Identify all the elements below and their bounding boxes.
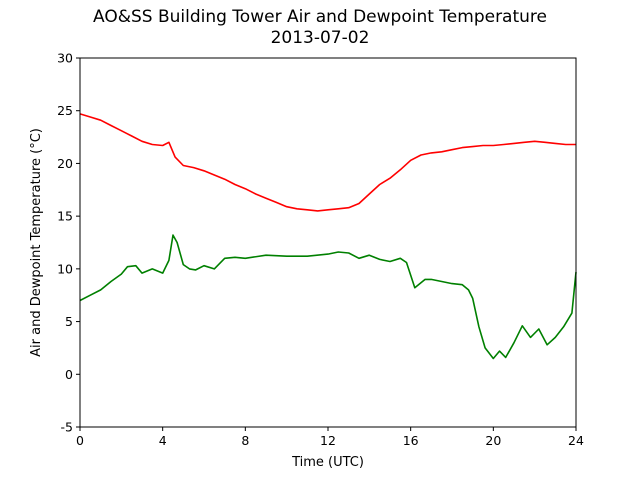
series-line-2 (79, 234, 577, 360)
y-tick-label: 15 (57, 209, 73, 224)
chart-title: AO&SS Building Tower Air and Dewpoint Te… (92, 7, 547, 27)
y-tick-label: 20 (57, 156, 73, 171)
x-tick-label: 12 (320, 433, 336, 448)
chart-subtitle: 2013-07-02 (270, 28, 370, 48)
y-tick-label: 30 (57, 51, 73, 66)
x-tick-label: 0 (76, 433, 84, 448)
y-tick-label: 25 (57, 103, 73, 118)
x-tick-label: 24 (568, 433, 584, 448)
y-tick-label: 0 (65, 367, 73, 382)
y-tick-label: -5 (61, 420, 73, 435)
series-line-1 (79, 113, 576, 212)
y-tick-label: 10 (57, 261, 73, 276)
y-tick-label: 5 (65, 314, 73, 329)
x-axis-label: Time (UTC) (291, 455, 364, 470)
x-tick-label: 4 (159, 433, 167, 448)
x-tick-label: 8 (241, 433, 249, 448)
x-tick-label: 20 (485, 433, 501, 448)
y-axis-label: Air and Dewpoint Temperature (°C) (29, 128, 44, 357)
plot-frame (79, 57, 577, 428)
x-tick-label: 16 (403, 433, 419, 448)
